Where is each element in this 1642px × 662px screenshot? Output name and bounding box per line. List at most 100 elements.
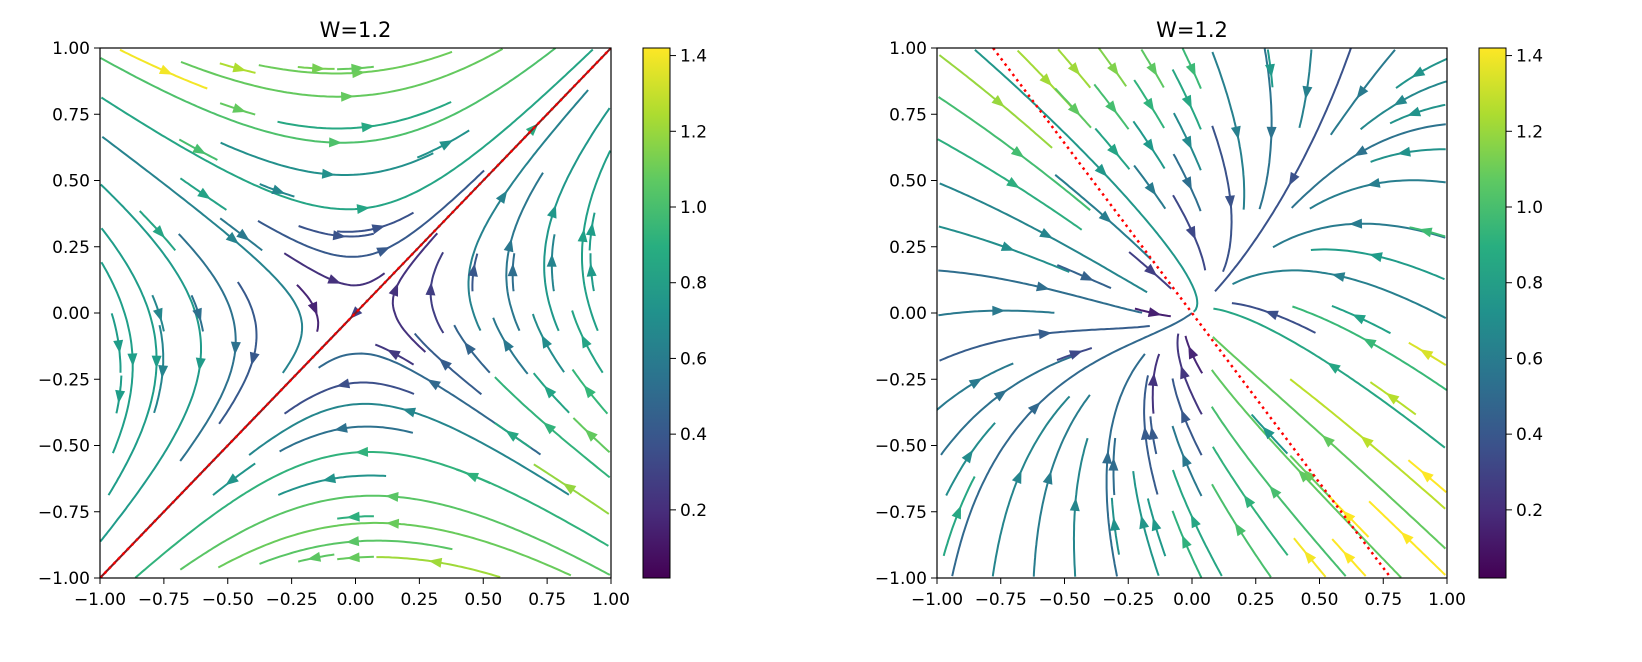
streamline-arrow: [1143, 97, 1155, 112]
streamline-arrow: [1327, 362, 1341, 374]
streamline-arrow: [351, 63, 365, 74]
streamline-arrow: [151, 355, 162, 369]
streamline-arrow: [1190, 514, 1201, 529]
streamline-arrow: [1144, 263, 1158, 277]
streamline-arrow: [1369, 252, 1383, 263]
y-tick-label: −1.00: [38, 569, 90, 589]
streamline-arrow: [1027, 402, 1041, 415]
streamline-arrow: [541, 334, 552, 349]
streamline-arrow: [547, 204, 557, 219]
streamline-arrow: [425, 282, 436, 296]
y-tick-label: −0.50: [38, 437, 90, 457]
streamline: [938, 269, 1143, 314]
streamline-arrow: [503, 238, 514, 253]
streamline-arrow: [1069, 497, 1080, 512]
streamline-arrow: [1139, 515, 1150, 530]
x-tick-label: 0.75: [1364, 590, 1402, 610]
plot-area: [937, 48, 1447, 578]
streamline: [134, 451, 609, 578]
streamline-arrow: [1182, 453, 1192, 468]
streamline-arrow: [1269, 485, 1282, 499]
streamline-arrow: [1146, 62, 1158, 77]
streamline-arrow: [585, 222, 596, 237]
streamline-arrow: [385, 492, 399, 502]
streamline-arrow: [153, 307, 163, 322]
streamline-arrow: [1140, 426, 1151, 440]
streamline-arrow: [1420, 470, 1434, 483]
streamline: [101, 136, 304, 374]
streamline-arrow: [1230, 125, 1241, 140]
streamline-arrow: [1419, 349, 1434, 361]
streamline-arrow: [1321, 435, 1335, 448]
streamline-arrow: [402, 407, 416, 418]
streamline-arrow: [1262, 426, 1275, 440]
x-tick-label: −0.75: [138, 590, 190, 610]
streamline-arrow: [991, 95, 1005, 108]
streamline: [1214, 48, 1352, 292]
colorbar: 0.2 0.4 0.6 0.8 1.0 1.2 1.4: [1478, 47, 1543, 579]
streamline-arrow: [236, 228, 250, 241]
colorbar: 0.2 0.4 0.6 0.8 1.0 1.2 1.4: [642, 47, 707, 579]
streamline: [1292, 305, 1447, 391]
y-tick-label: 0.00: [52, 304, 90, 324]
streamline-arrow: [1397, 146, 1411, 157]
streamline-arrow: [1148, 426, 1159, 440]
streamline-arrow: [195, 357, 206, 371]
streamline-arrow: [1108, 457, 1119, 471]
streamline-arrow: [355, 446, 369, 457]
streamline-arrow: [321, 168, 336, 179]
streamline-arrow: [346, 552, 360, 563]
streamline-arrow: [356, 204, 371, 214]
colorbar-gradient: [642, 47, 671, 579]
colorbar-tick-label: 1.0: [1516, 198, 1543, 218]
streamline-arrow: [1011, 470, 1022, 484]
streamline-arrow: [334, 422, 348, 433]
streamline-arrow: [993, 389, 1008, 402]
streamline-arrow: [115, 389, 126, 404]
streamline-arrow: [543, 385, 557, 399]
streamline-arrow: [1006, 177, 1020, 189]
colorbar-tick-label: 1.4: [680, 47, 707, 67]
streamline-arrow: [1265, 63, 1275, 78]
streamline-arrow: [439, 140, 454, 151]
streamline-arrow: [1302, 85, 1313, 100]
streamline-arrow: [1180, 365, 1190, 380]
streamline-arrow: [345, 536, 360, 547]
x-tick-label: 1.00: [1428, 590, 1466, 610]
streamline-arrow: [1385, 392, 1400, 405]
streamline: [100, 227, 158, 496]
streamline-arrow: [1354, 145, 1368, 157]
streamline-arrow: [968, 378, 983, 389]
streamline-arrow: [1010, 146, 1025, 158]
chart-panel-2: W=1.2 −1.00 −0.75 −0.50 −0.25 0.00 0.25 0.50 0.7…: [875, 18, 1543, 610]
x-tick-label: 0.75: [528, 590, 566, 610]
streamline-arrow: [1080, 270, 1094, 281]
streamline-arrow: [546, 253, 557, 267]
streamline-arrow: [329, 137, 343, 148]
y-tick-label: 1.00: [52, 39, 90, 59]
streamline-arrow: [465, 472, 479, 483]
streamline-arrow: [507, 263, 518, 277]
streamline-arrow: [225, 473, 239, 486]
streamline: [1359, 80, 1447, 131]
x-tick-label: 0.00: [1173, 590, 1211, 610]
streamline: [991, 395, 1071, 577]
colorbar-tick-label: 0.2: [1516, 501, 1543, 521]
x-tick-label: 0.50: [1301, 590, 1339, 610]
streamline-arrow: [388, 282, 399, 297]
streamline-arrow: [385, 518, 400, 529]
x-tick-label: −0.25: [1102, 590, 1154, 610]
streamline-arrow: [152, 225, 165, 239]
streamline-arrow: [1147, 372, 1158, 387]
streamline-arrow: [1342, 510, 1356, 524]
streamline-arrow: [311, 63, 326, 74]
streamline-arrow: [197, 187, 211, 200]
streamline-arrow: [1147, 307, 1162, 317]
streamline-arrow: [1185, 62, 1196, 77]
streamline-arrow: [1331, 272, 1346, 282]
streamline-arrow: [332, 230, 347, 241]
streamline-arrow: [1304, 550, 1317, 564]
streamline-arrow: [1107, 143, 1120, 157]
streamline-arrow: [232, 62, 247, 73]
streamline-arrow: [249, 351, 260, 366]
